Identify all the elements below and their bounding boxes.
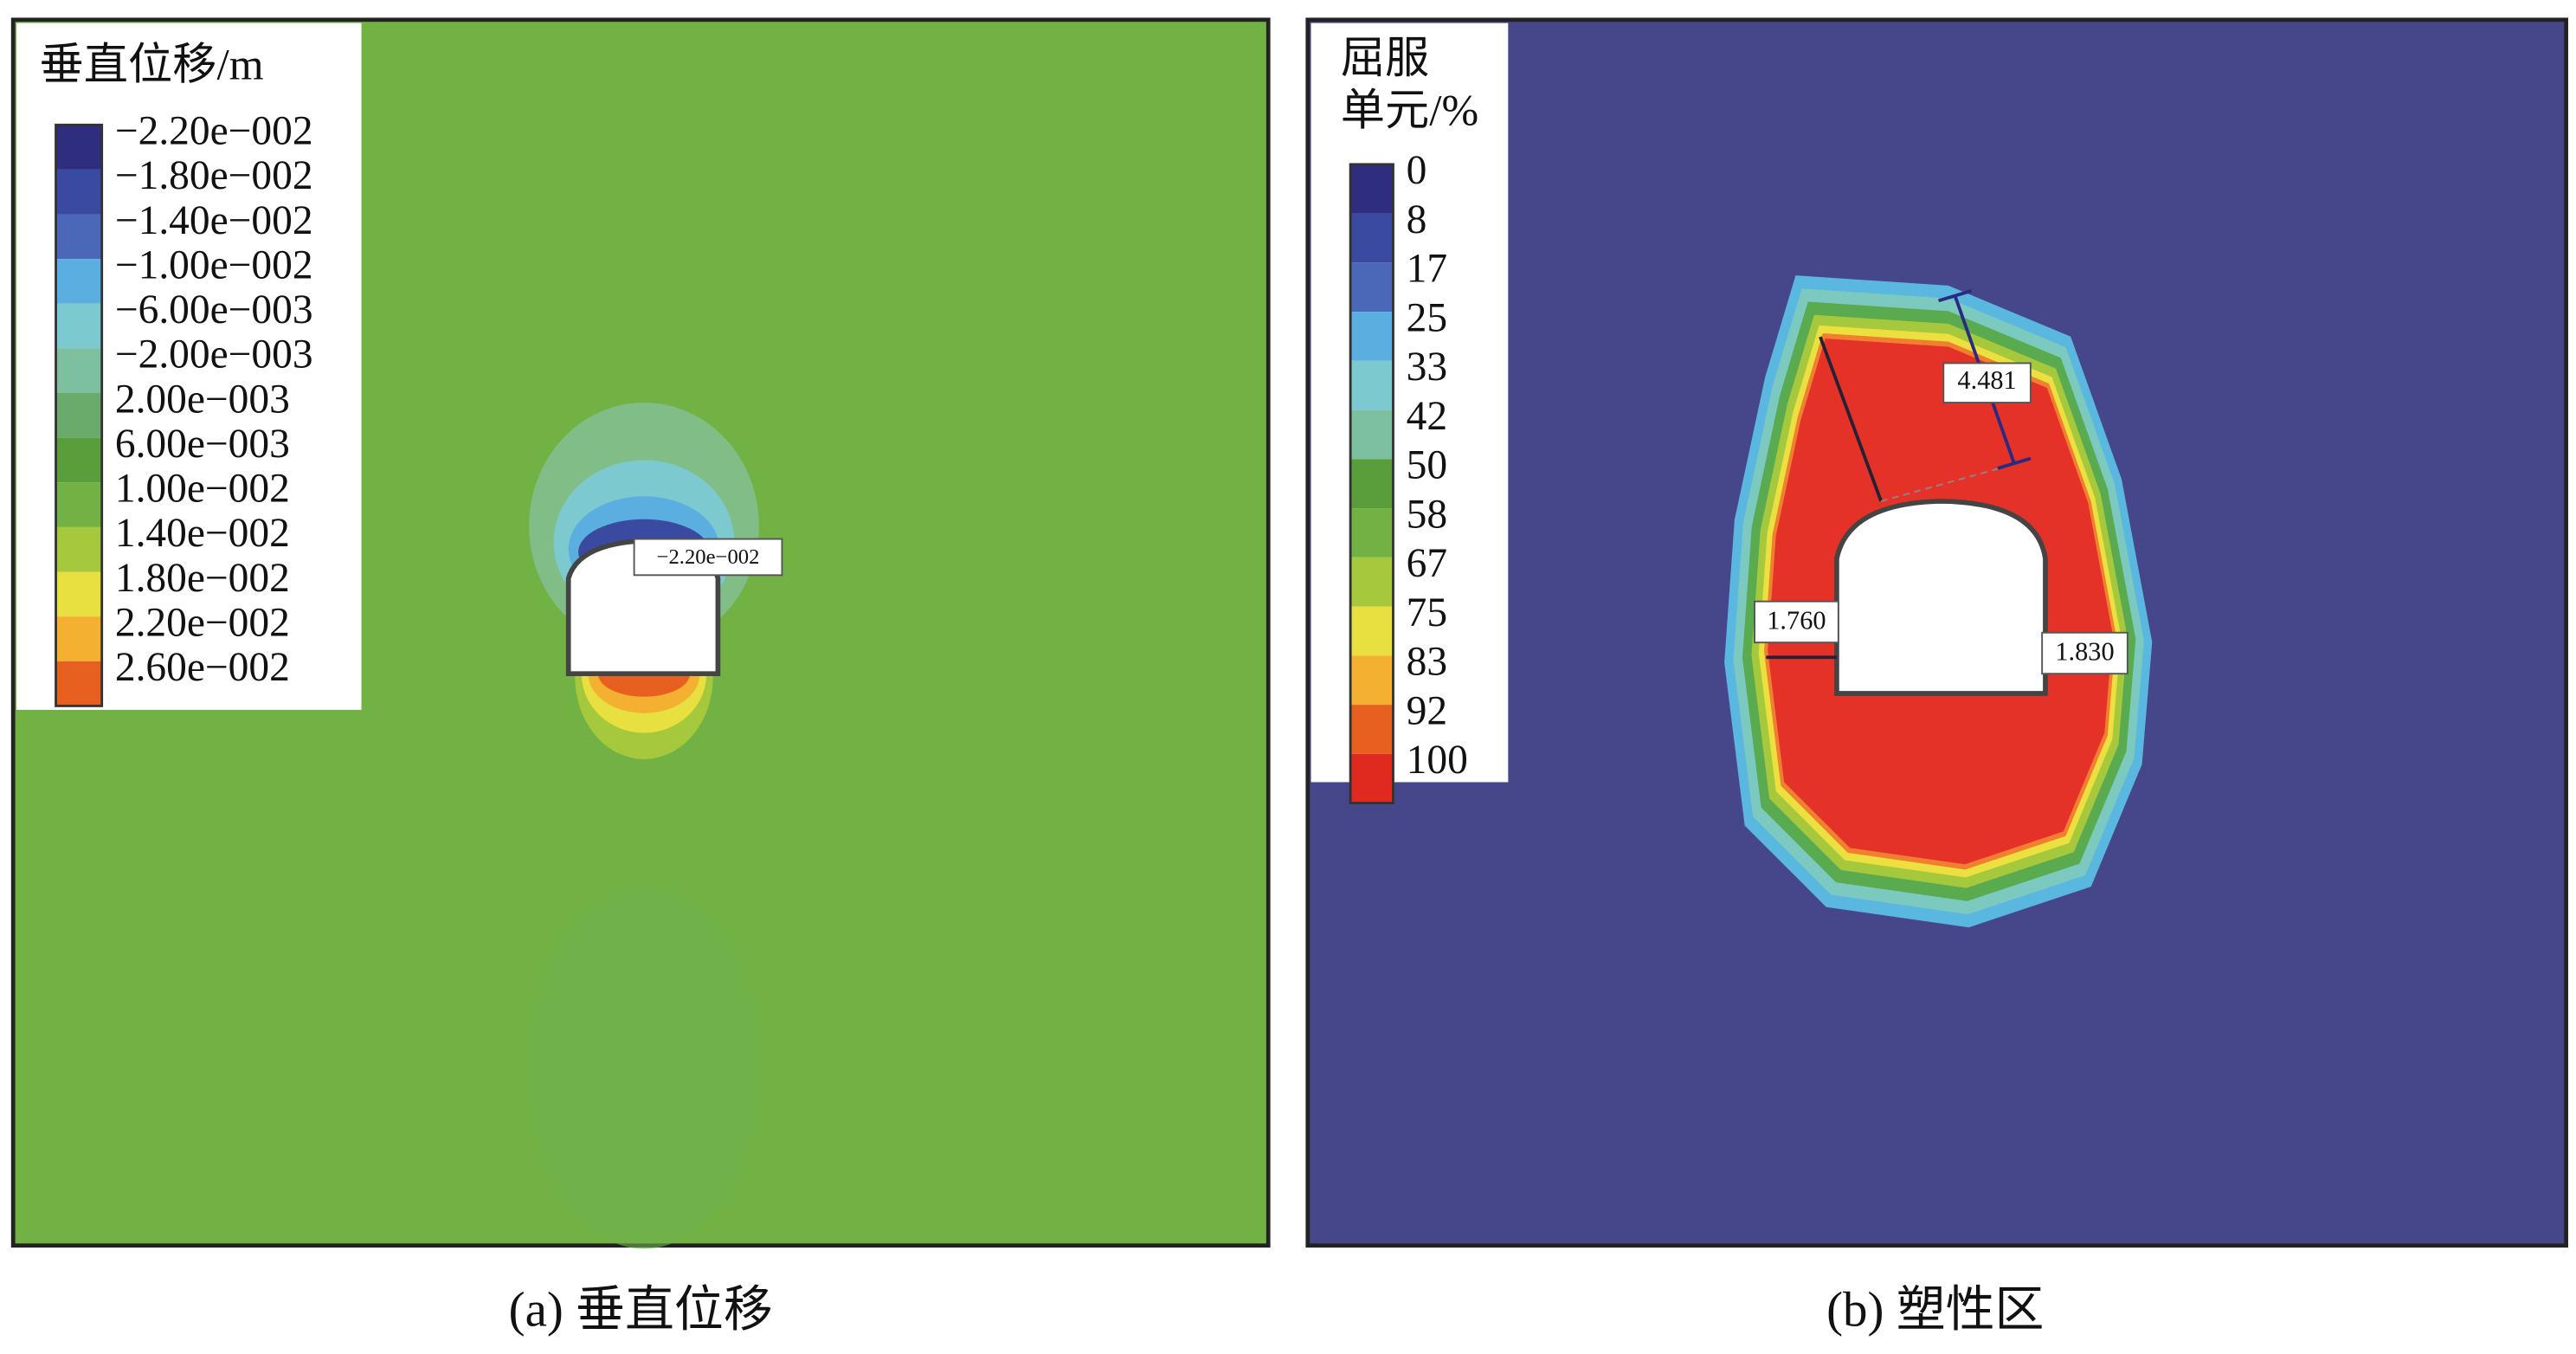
legend-label: 17	[1407, 247, 1447, 292]
legend-label: −6.00e−003	[115, 287, 313, 332]
legend-label: 2.20e−002	[115, 600, 290, 645]
legend-label: 67	[1407, 541, 1447, 586]
legend-title: 屈服	[1341, 34, 1429, 83]
legend-label: 2.60e−002	[115, 645, 290, 690]
color-band	[55, 169, 102, 215]
annotation-box	[633, 538, 783, 577]
colorbar-frame	[55, 123, 104, 707]
color-band	[55, 616, 102, 661]
color-band	[55, 526, 102, 572]
legend-label: 33	[1407, 345, 1447, 390]
legend-label: 1.00e−002	[115, 467, 290, 512]
color-band	[1350, 459, 1394, 509]
legend-label: 2.00e−003	[115, 377, 290, 422]
legend-label: 1.40e−002	[115, 511, 290, 556]
color-band	[1350, 409, 1394, 460]
color-band	[55, 571, 102, 617]
color-band	[55, 437, 102, 483]
legend-box	[1311, 23, 1509, 783]
legend-title: 单元/%	[1341, 87, 1478, 136]
annotation-box	[1942, 362, 2032, 403]
annotation: 4.481	[1957, 365, 2016, 395]
radius-line	[1819, 336, 1883, 502]
color-band	[55, 482, 102, 527]
color-band	[55, 214, 102, 260]
colorbar-frame	[1349, 163, 1394, 804]
color-band	[55, 348, 102, 394]
color-band	[55, 259, 102, 304]
color-band	[1350, 705, 1394, 754]
color-band	[1350, 753, 1394, 803]
legend-label: 25	[1407, 295, 1447, 340]
color-band	[1350, 557, 1394, 607]
dim-line	[1880, 462, 2018, 502]
legend-title: 垂直位移/m	[40, 41, 264, 90]
tunnel	[1834, 499, 2048, 696]
legend-label: −1.80e−002	[115, 153, 313, 198]
legend-label: 100	[1407, 738, 1468, 783]
annotation: 1.830	[2055, 636, 2114, 666]
legend-label: 75	[1407, 590, 1447, 635]
legend-label: −2.00e−003	[115, 332, 313, 377]
color-band	[1350, 312, 1394, 361]
caption: (b) 塑性区	[1826, 1282, 2044, 1337]
legend-label: 0	[1407, 148, 1427, 193]
dim-tick	[1997, 456, 2032, 470]
legend-label: −1.40e−002	[115, 198, 313, 243]
legend-label: −2.20e−002	[115, 109, 313, 154]
legend-label: 1.80e−002	[115, 556, 290, 601]
contour	[529, 887, 759, 1249]
color-band	[1350, 655, 1394, 706]
legend-label: 8	[1407, 197, 1427, 242]
annotation-box	[2041, 631, 2128, 675]
legend-label: 50	[1407, 443, 1447, 488]
annotation-box	[1754, 600, 1839, 644]
color-band	[1350, 508, 1394, 558]
annotation: −2.20e−002	[657, 545, 760, 569]
caption: (a) 垂直位移	[509, 1282, 773, 1337]
color-band	[1350, 360, 1394, 410]
color-band	[1350, 213, 1394, 263]
annotation: 1.760	[1767, 605, 1826, 635]
color-band	[1350, 164, 1394, 214]
dim-tick	[1938, 289, 1973, 303]
color-band	[55, 661, 102, 706]
color-band	[55, 303, 102, 349]
legend-label: 58	[1407, 492, 1447, 537]
color-band	[55, 393, 102, 438]
legend-label: −1.00e−002	[115, 242, 313, 287]
color-band	[1350, 262, 1394, 313]
legend-label: 42	[1407, 394, 1447, 439]
color-band	[55, 125, 102, 170]
legend-label: 92	[1407, 688, 1447, 733]
color-band	[1350, 606, 1394, 656]
legend-label: 83	[1407, 640, 1447, 685]
legend-label: 6.00e−003	[115, 422, 290, 467]
